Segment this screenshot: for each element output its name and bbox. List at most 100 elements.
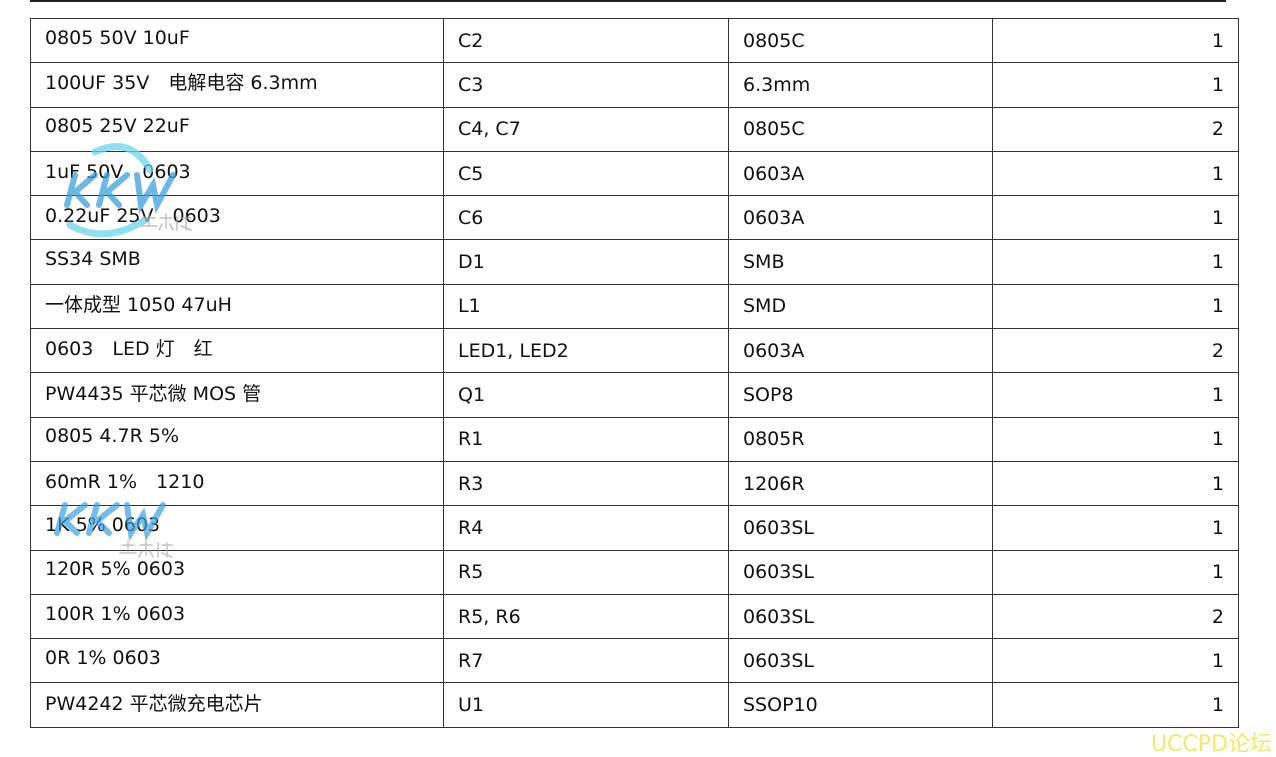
cell-description: 0805 25V 22uF bbox=[30, 106, 444, 152]
quantity-text: 1 bbox=[1211, 295, 1224, 318]
cell-footprint: 0603A bbox=[728, 328, 993, 374]
cell-designator: C4, C7 bbox=[443, 106, 729, 152]
cell-designator: D1 bbox=[443, 239, 729, 285]
quantity-text: 1 bbox=[1211, 649, 1224, 672]
description-text: PW4242 平芯微充电芯片 bbox=[45, 692, 263, 715]
cell-footprint: SSOP10 bbox=[728, 682, 993, 728]
description-text: 60mR 1% 1210 bbox=[45, 471, 205, 494]
designator-text: R4 bbox=[458, 516, 484, 539]
cell-description: 60mR 1% 1210 bbox=[30, 460, 444, 507]
footprint-text: 0603A bbox=[743, 162, 805, 185]
cell-designator: R7 bbox=[443, 638, 729, 684]
quantity-text: 1 bbox=[1211, 472, 1224, 495]
table-row: PW4242 平芯微充电芯片 U1 SSOP10 1 bbox=[30, 682, 1239, 728]
cell-designator: R5, R6 bbox=[443, 593, 729, 640]
cell-footprint: 0603SL bbox=[728, 549, 993, 595]
table-row: 0603 LED 灯 红 LED1, LED2 0603A 2 bbox=[30, 328, 1239, 374]
designator-text: C5 bbox=[458, 162, 484, 185]
cell-designator: R4 bbox=[443, 505, 729, 551]
designator-text: R5, R6 bbox=[458, 605, 521, 628]
footprint-text: SMD bbox=[743, 295, 787, 318]
description-text: 0603 LED 灯 红 bbox=[45, 338, 213, 361]
quantity-text: 1 bbox=[1211, 516, 1224, 539]
footprint-text: 0805C bbox=[743, 118, 805, 141]
description-text: 120R 5% 0603 bbox=[45, 558, 186, 581]
cell-designator: R3 bbox=[443, 460, 729, 507]
cell-quantity: 1 bbox=[992, 682, 1239, 728]
cell-description: 0.22uF 25V 0603 bbox=[30, 195, 444, 241]
cell-quantity: 2 bbox=[992, 106, 1239, 152]
footprint-text: 1206R bbox=[743, 472, 805, 495]
table-row: 0805 4.7R 5% R1 0805R 1 bbox=[30, 416, 1239, 462]
top-rule bbox=[30, 0, 1226, 2]
table-row: 1uF 50V 0603 C5 0603A 1 bbox=[30, 150, 1239, 197]
description-text: 100R 1% 0603 bbox=[45, 602, 186, 625]
table-row: 100R 1% 0603 R5, R6 0603SL 2 bbox=[30, 593, 1239, 640]
description-text: 100UF 35V 电解电容 6.3mm bbox=[45, 72, 318, 95]
footprint-text: 0603SL bbox=[743, 561, 814, 584]
cell-description: 一体成型 1050 47uH bbox=[30, 283, 444, 330]
cell-quantity: 1 bbox=[992, 372, 1239, 418]
cell-designator: L1 bbox=[443, 283, 729, 330]
footprint-text: 6.3mm bbox=[743, 73, 811, 96]
footprint-text: 0603A bbox=[743, 339, 805, 362]
designator-text: Q1 bbox=[458, 384, 486, 407]
description-text: 0805 4.7R 5% bbox=[45, 425, 179, 448]
cell-quantity: 1 bbox=[992, 150, 1239, 197]
cell-description: 0R 1% 0603 bbox=[30, 638, 444, 684]
designator-text: U1 bbox=[458, 694, 484, 717]
designator-text: L1 bbox=[458, 295, 481, 318]
cell-footprint: 0603SL bbox=[728, 505, 993, 551]
cell-designator: C5 bbox=[443, 150, 729, 197]
cell-quantity: 1 bbox=[992, 62, 1239, 108]
cell-footprint: 0603A bbox=[728, 195, 993, 241]
table-row: 一体成型 1050 47uH L1 SMD 1 bbox=[30, 283, 1239, 330]
designator-text: R5 bbox=[458, 561, 484, 584]
description-text: 1K 5% 0603 bbox=[45, 513, 161, 536]
description-text: PW4435 平芯微 MOS 管 bbox=[45, 382, 262, 405]
quantity-text: 1 bbox=[1211, 73, 1224, 96]
cell-footprint: 6.3mm bbox=[728, 62, 993, 108]
quantity-text: 1 bbox=[1211, 251, 1224, 274]
cell-footprint: SOP8 bbox=[728, 372, 993, 418]
cell-footprint: SMB bbox=[728, 239, 993, 285]
description-text: 1uF 50V 0603 bbox=[45, 161, 191, 184]
cell-quantity: 1 bbox=[992, 460, 1239, 507]
cell-designator: C2 bbox=[443, 17, 729, 64]
table-row: 0.22uF 25V 0603 C6 0603A 1 bbox=[30, 195, 1239, 241]
footprint-text: SMB bbox=[743, 251, 785, 274]
cell-quantity: 1 bbox=[992, 283, 1239, 330]
cell-designator: Q1 bbox=[443, 372, 729, 418]
description-text: 0R 1% 0603 bbox=[45, 646, 161, 669]
cell-description: 0603 LED 灯 红 bbox=[30, 328, 444, 374]
footprint-text: 0603SL bbox=[743, 605, 814, 628]
table-row: 100UF 35V 电解电容 6.3mm C3 6.3mm 1 bbox=[30, 62, 1239, 108]
bom-table: 0805 50V 10uF C2 0805C 1 100UF 35V 电解电容 6.3m… bbox=[30, 17, 1239, 728]
quantity-text: 1 bbox=[1211, 206, 1224, 229]
cell-footprint: 0603SL bbox=[728, 593, 993, 640]
cell-quantity: 1 bbox=[992, 416, 1239, 462]
cell-footprint: 1206R bbox=[728, 460, 993, 507]
cell-quantity: 1 bbox=[992, 549, 1239, 595]
description-text: 一体成型 1050 47uH bbox=[45, 293, 232, 316]
cell-designator: R1 bbox=[443, 416, 729, 462]
footprint-text: SOP8 bbox=[743, 384, 794, 407]
cell-footprint: SMD bbox=[728, 283, 993, 330]
table-row: PW4435 平芯微 MOS 管 Q1 SOP8 1 bbox=[30, 372, 1239, 418]
cell-quantity: 1 bbox=[992, 195, 1239, 241]
cell-quantity: 1 bbox=[992, 505, 1239, 551]
footprint-text: 0805C bbox=[743, 29, 805, 52]
table-row: 0R 1% 0603 R7 0603SL 1 bbox=[30, 638, 1239, 684]
cell-description: 1uF 50V 0603 bbox=[30, 150, 444, 197]
cell-description: SS34 SMB bbox=[30, 239, 444, 285]
quantity-text: 2 bbox=[1211, 118, 1224, 141]
quantity-text: 1 bbox=[1211, 29, 1224, 52]
footprint-text: 0603SL bbox=[743, 516, 814, 539]
cell-quantity: 1 bbox=[992, 17, 1239, 64]
quantity-text: 2 bbox=[1211, 339, 1224, 362]
cell-quantity: 2 bbox=[992, 328, 1239, 374]
cell-description: 120R 5% 0603 bbox=[30, 549, 444, 595]
designator-text: C3 bbox=[458, 73, 484, 96]
footprint-text: 0805R bbox=[743, 428, 805, 451]
designator-text: R7 bbox=[458, 649, 484, 672]
